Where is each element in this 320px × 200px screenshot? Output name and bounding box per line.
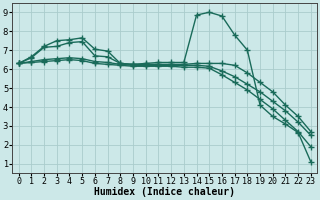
X-axis label: Humidex (Indice chaleur): Humidex (Indice chaleur) [94, 187, 235, 197]
